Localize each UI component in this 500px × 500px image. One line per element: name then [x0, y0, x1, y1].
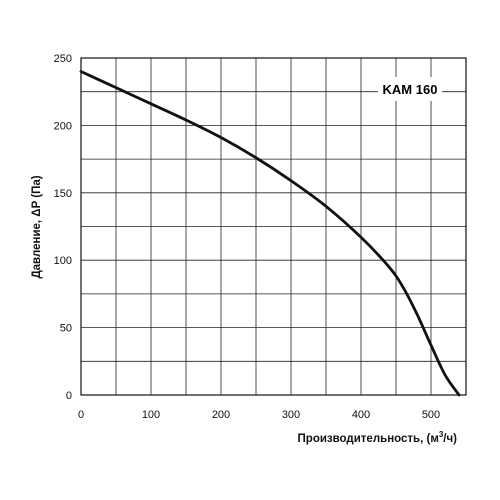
x-tick-label: 300 — [282, 409, 300, 421]
model-label: KAM 160 — [383, 82, 438, 97]
y-axis-title: Давление, ΔP (Па) — [31, 175, 43, 278]
tick-labels: 0 100 200 300 400 500 0 50 100 150 200 250 — [54, 53, 441, 421]
x-axis-title-main: Производительность, (м — [298, 433, 439, 445]
x-tick-label: 500 — [422, 409, 440, 421]
y-tick-label: 0 — [66, 390, 72, 402]
y-tick-label: 100 — [54, 255, 72, 267]
y-tick-label: 250 — [54, 53, 72, 65]
x-tick-label: 0 — [78, 409, 84, 421]
x-tick-label: 400 — [352, 409, 370, 421]
x-tick-label: 100 — [142, 409, 160, 421]
y-tick-label: 200 — [54, 120, 72, 132]
x-axis-title-sup: 3 — [439, 430, 444, 439]
x-axis-title: Производительность, (м3/ч) — [298, 430, 458, 445]
x-axis-title-tail: /ч) — [443, 433, 457, 445]
series-line — [79, 70, 461, 397]
y-tick-label: 50 — [60, 323, 72, 335]
model-label-box — [378, 77, 442, 101]
y-tick-label: 150 — [54, 188, 72, 200]
plot-frame — [80, 57, 467, 396]
x-tick-label: 200 — [212, 409, 230, 421]
